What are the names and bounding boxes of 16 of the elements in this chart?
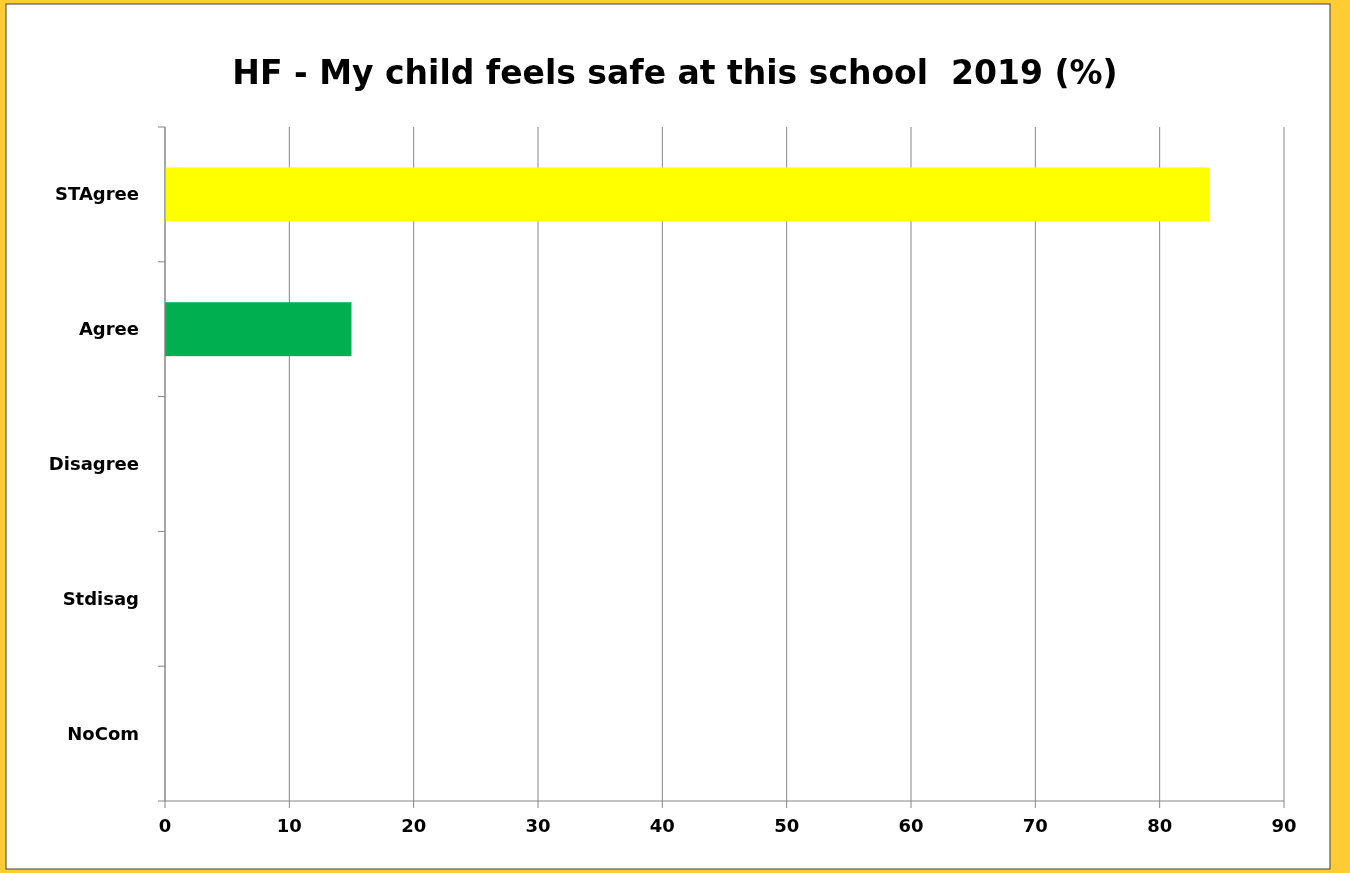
- y-tick-label: STAgree: [55, 183, 139, 205]
- y-tick-label: Agree: [78, 318, 139, 340]
- chart-title: HF - My child feels safe at this school 2019 (%): [232, 53, 1118, 92]
- x-tick-label: 30: [525, 815, 551, 836]
- x-tick-label: 60: [898, 815, 924, 836]
- y-tick-label: Disagree: [48, 453, 139, 474]
- x-tick-label: 0: [158, 815, 172, 836]
- x-tick-label: 90: [1271, 815, 1297, 836]
- x-tick-label: 10: [276, 815, 302, 836]
- x-tick-label: 70: [1022, 815, 1048, 836]
- x-tick-label: 80: [1147, 815, 1173, 836]
- y-tick-label: Stdisag: [62, 587, 139, 609]
- x-tick-label: 20: [401, 815, 427, 836]
- x-tick-label: 40: [649, 815, 675, 836]
- x-tick-label: 50: [774, 815, 800, 836]
- y-tick-label: NoCom: [67, 722, 139, 744]
